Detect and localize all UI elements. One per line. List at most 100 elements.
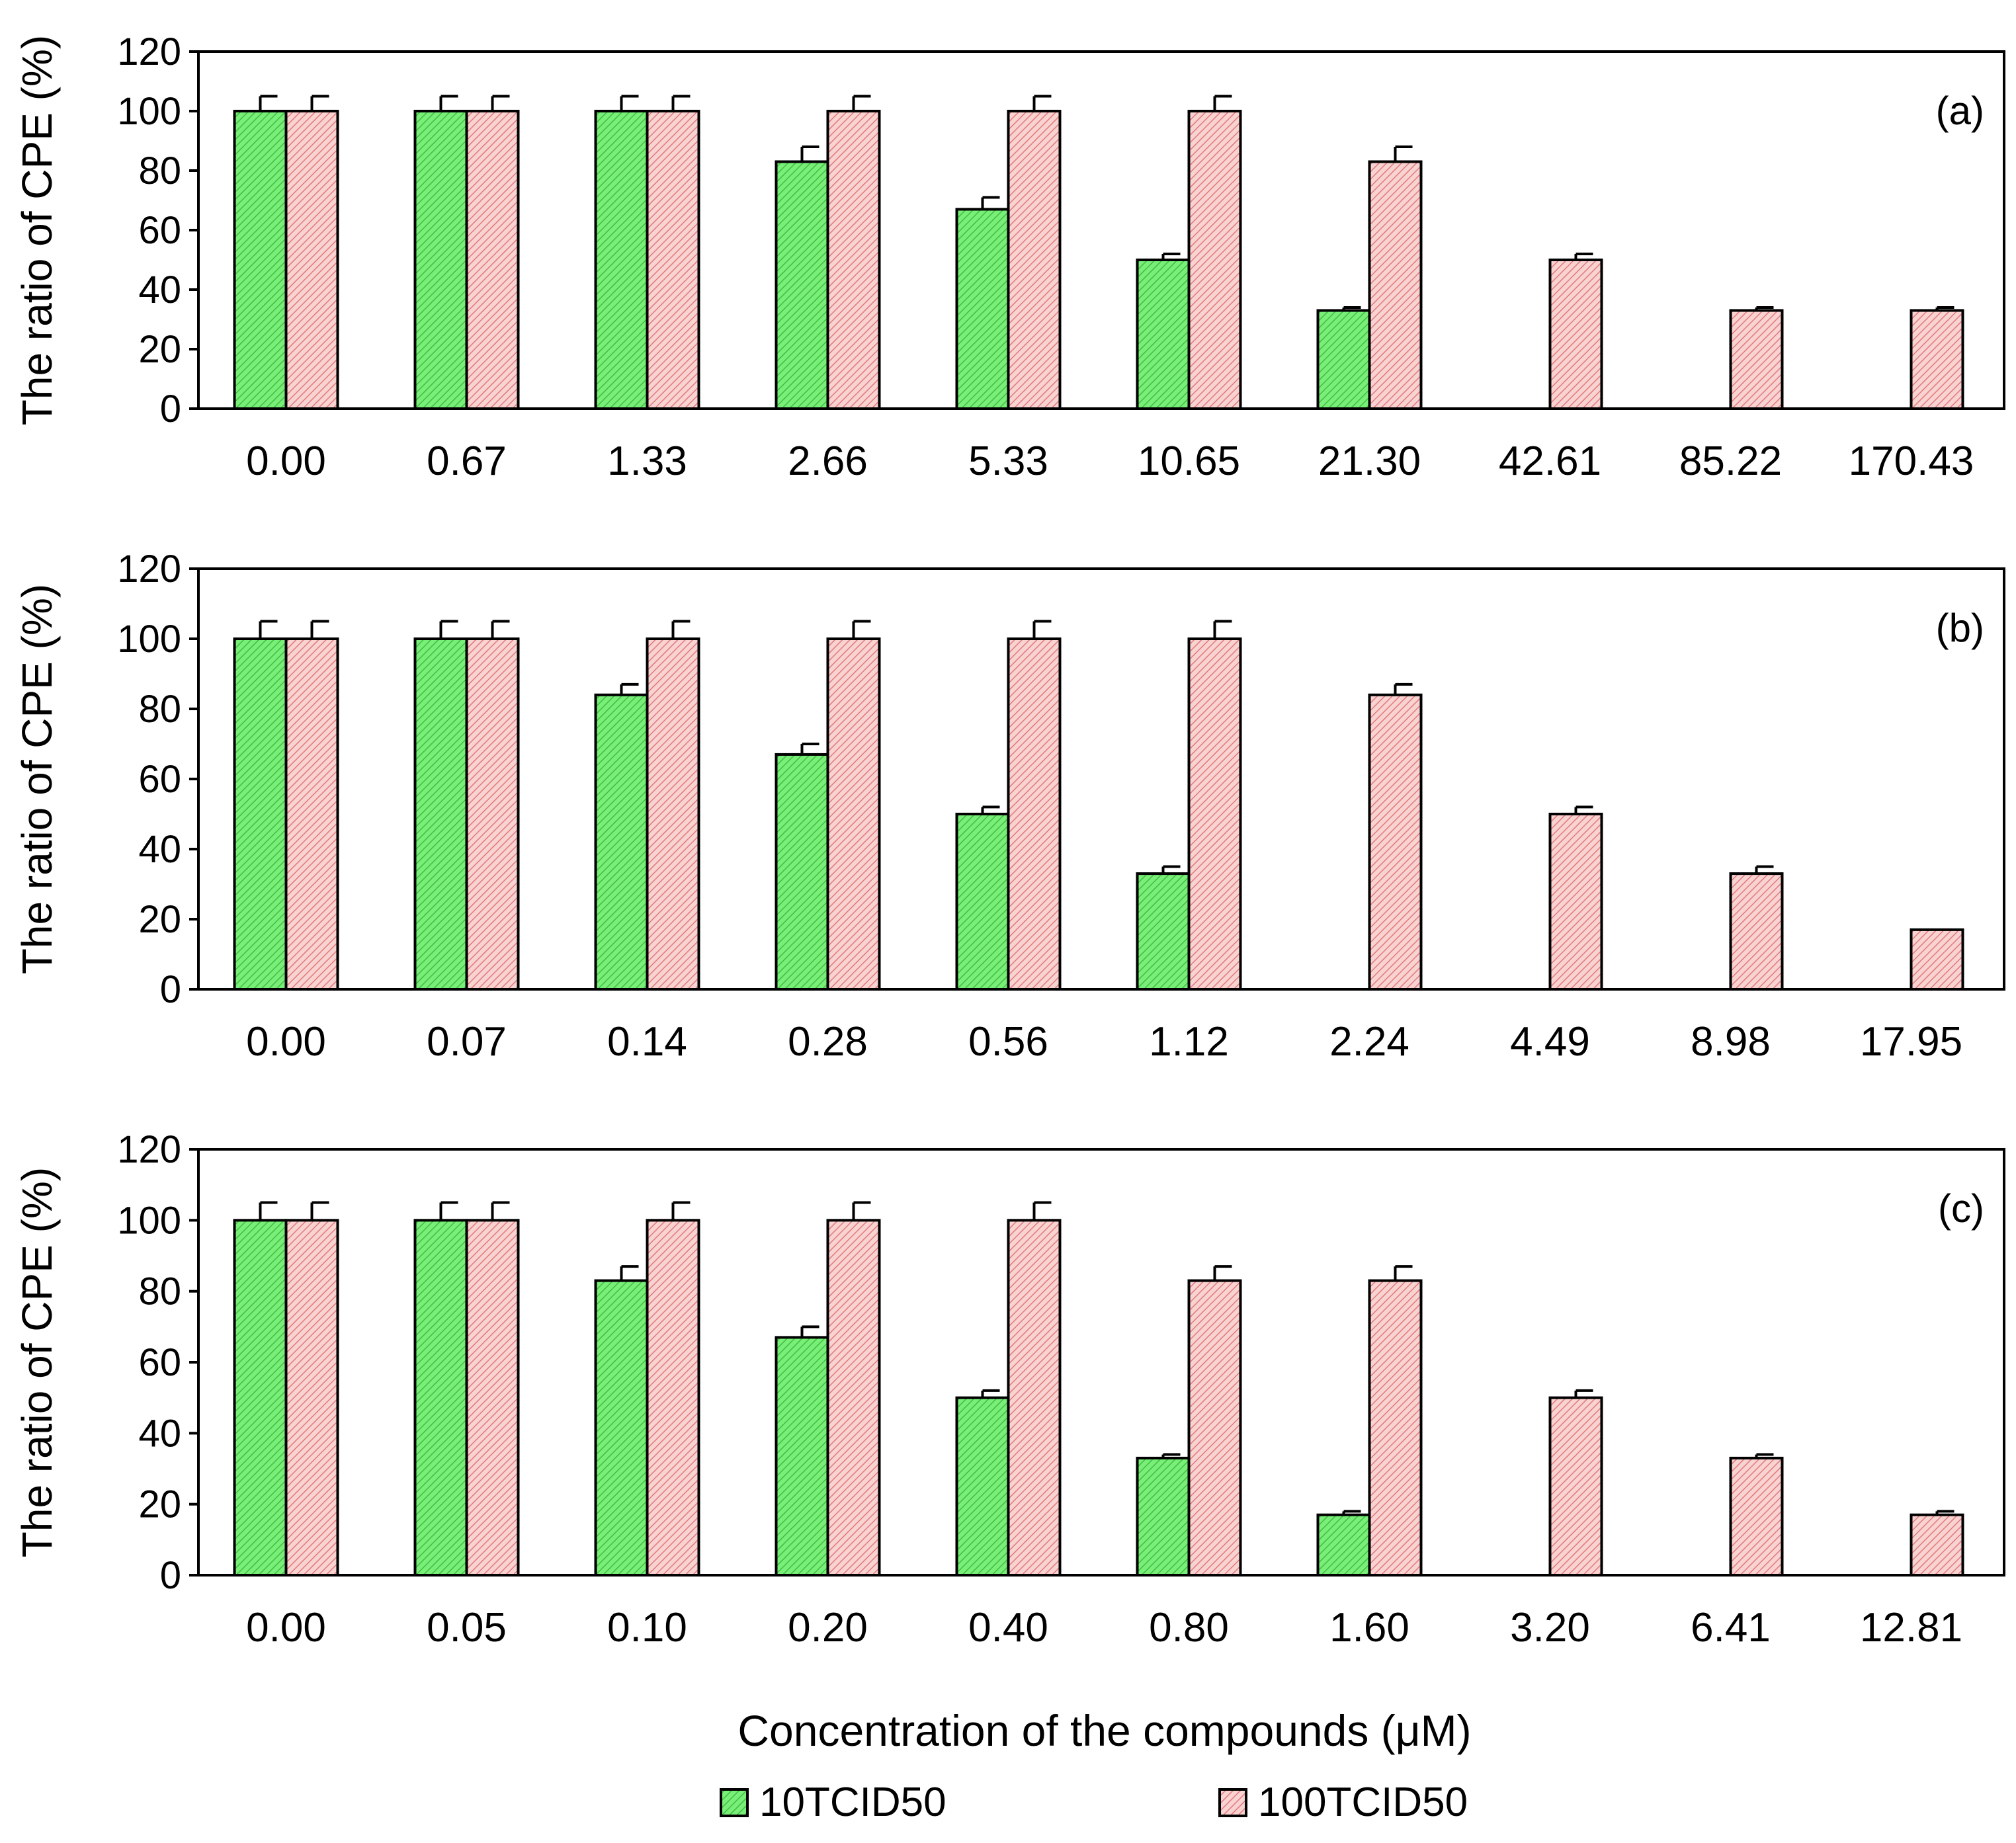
bar-100tcid50	[1187, 1279, 1242, 1577]
legend: 10TCID50 100TCID50	[720, 1780, 1468, 1825]
bar-100tcid50	[826, 110, 881, 410]
panel-label: (c)	[1938, 1186, 1984, 1231]
x-tick-label: 10.65	[1138, 438, 1240, 484]
bar-100tcid50	[1187, 110, 1242, 410]
bar-10tcid50	[1316, 309, 1371, 410]
y-tick-label: 120	[117, 30, 181, 73]
bar-100tcid50	[1910, 1513, 1964, 1577]
x-tick-label: 1.33	[607, 438, 687, 484]
bar-100tcid50	[1729, 1456, 1784, 1577]
y-tick-label: 60	[138, 1341, 181, 1384]
chart-panel-2: 0 20 40 60 80 100 120 The ratio of CPE (%) (b) 0.…	[13, 548, 2005, 1065]
y-tick-label: 0	[160, 1554, 181, 1597]
bar-10tcid50	[955, 813, 1010, 991]
bar-100tcid50	[646, 110, 700, 410]
y-tick-label: 40	[138, 1412, 181, 1455]
y-tick-label: 100	[117, 1199, 181, 1242]
y-tick-label: 80	[138, 688, 181, 731]
bar-10tcid50	[955, 208, 1010, 410]
bar-100tcid50	[1368, 1279, 1423, 1577]
y-tick-label: 80	[138, 149, 181, 192]
bar-10tcid50	[233, 1219, 288, 1577]
y-tick-label: 40	[138, 268, 181, 311]
x-tick-label: 0.67	[427, 438, 507, 484]
bar-10tcid50	[594, 1279, 649, 1577]
bar-100tcid50	[1187, 637, 1242, 991]
y-tick-label: 60	[138, 209, 181, 252]
bar-100tcid50	[1910, 928, 1964, 991]
x-tick-label: 85.22	[1679, 438, 1782, 484]
bar-100tcid50	[284, 637, 339, 991]
x-tick-label: 1.12	[1149, 1019, 1229, 1065]
y-tick-label: 100	[117, 90, 181, 133]
bar-100tcid50	[465, 1219, 520, 1577]
x-tick-label: 0.00	[246, 438, 326, 484]
bar-100tcid50	[284, 110, 339, 410]
x-tick-label: 0.05	[427, 1605, 507, 1651]
bar-10tcid50	[775, 1336, 829, 1577]
y-tick-label: 120	[117, 548, 181, 591]
y-tick-label: 100	[117, 618, 181, 661]
bar-100tcid50	[465, 637, 520, 991]
x-tick-label: 8.98	[1691, 1019, 1771, 1065]
bar-10tcid50	[775, 160, 829, 410]
y-tick-label: 0	[160, 968, 181, 1011]
x-tick-label: 6.41	[1691, 1605, 1771, 1651]
x-tick-label: 0.10	[607, 1605, 687, 1651]
x-tick-label: 3.20	[1510, 1605, 1590, 1651]
bar-10tcid50	[1136, 872, 1191, 991]
bar-10tcid50	[413, 1219, 468, 1577]
bar-100tcid50	[1548, 1396, 1603, 1577]
bar-100tcid50	[1729, 872, 1784, 991]
x-tick-label: 12.81	[1860, 1605, 1962, 1651]
x-tick-label: 0.56	[968, 1019, 1048, 1065]
legend-label-100tcid50: 100TCID50	[1258, 1780, 1468, 1825]
panel-label: (b)	[1936, 606, 1984, 650]
y-tick-label: 40	[138, 828, 181, 871]
x-tick-label: 17.95	[1860, 1019, 1962, 1065]
bar-100tcid50	[1368, 693, 1423, 991]
chart-panel-1: 0 20 40 60 80 100 120 The ratio of CPE (%) (a) 0.…	[13, 30, 2005, 484]
bar-100tcid50	[646, 637, 700, 991]
bar-100tcid50	[646, 1219, 700, 1577]
legend-swatch-100tcid50	[1218, 1788, 1247, 1817]
bar-10tcid50	[955, 1396, 1010, 1577]
bar-10tcid50	[594, 693, 649, 991]
bar-100tcid50	[826, 1219, 881, 1577]
x-tick-label: 2.66	[788, 438, 868, 484]
chart-panels: 0 20 40 60 80 100 120 The ratio of CPE (%) (a) 0.…	[13, 30, 2005, 1651]
bar-100tcid50	[1729, 309, 1784, 410]
bar-100tcid50	[1548, 259, 1603, 410]
x-tick-label: 42.61	[1499, 438, 1601, 484]
x-axis-title: Concentration of the compounds (μM)	[737, 1706, 1471, 1755]
bar-100tcid50	[1548, 813, 1603, 991]
x-tick-label: 170.43	[1849, 438, 1974, 484]
legend-label-10tcid50: 10TCID50	[759, 1780, 946, 1825]
x-tick-label: 2.24	[1329, 1019, 1409, 1065]
x-tick-label: 21.30	[1318, 438, 1421, 484]
x-tick-label: 4.49	[1510, 1019, 1590, 1065]
bar-10tcid50	[1316, 1513, 1371, 1577]
y-tick-label: 120	[117, 1128, 181, 1171]
bar-100tcid50	[826, 637, 881, 991]
bar-10tcid50	[233, 110, 288, 410]
bar-100tcid50	[1007, 1219, 1062, 1577]
bar-10tcid50	[594, 110, 649, 410]
panel-label: (a)	[1936, 89, 1984, 133]
bar-10tcid50	[1136, 1456, 1191, 1577]
bar-10tcid50	[775, 753, 829, 991]
x-tick-label: 1.60	[1329, 1605, 1409, 1651]
x-tick-label: 0.40	[968, 1605, 1048, 1651]
bar-100tcid50	[465, 110, 520, 410]
bar-10tcid50	[413, 110, 468, 410]
bar-10tcid50	[413, 637, 468, 991]
x-tick-label: 0.20	[788, 1605, 868, 1651]
bar-10tcid50	[1136, 259, 1191, 410]
x-tick-label: 0.28	[788, 1019, 868, 1065]
x-tick-label: 0.80	[1149, 1605, 1229, 1651]
bar-100tcid50	[1368, 160, 1423, 410]
bar-100tcid50	[1910, 309, 1964, 410]
bar-100tcid50	[284, 1219, 339, 1577]
bar-100tcid50	[1007, 637, 1062, 991]
